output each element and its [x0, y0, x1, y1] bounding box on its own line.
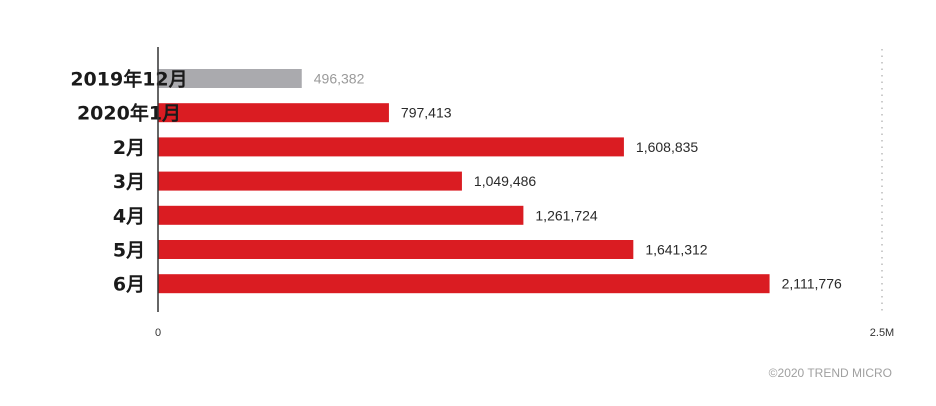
bar-0 — [158, 69, 302, 88]
value-label: 2,111,776 — [782, 276, 842, 292]
category-label: 3月 — [113, 171, 145, 193]
bar-6 — [158, 274, 770, 294]
value-label: 1,608,835 — [636, 139, 698, 155]
category-label: 6月 — [113, 274, 145, 296]
category-label: 2020年1月 — [77, 102, 181, 125]
copyright-text: ©2020 TREND MICRO — [769, 366, 892, 380]
category-label: 2019年12月 — [70, 68, 187, 91]
value-label: 1,049,486 — [474, 173, 536, 189]
x-tick-label: 2.5M — [870, 327, 894, 339]
bar-2 — [158, 137, 624, 157]
category-label: 4月 — [113, 205, 145, 227]
bar-3 — [158, 171, 462, 191]
value-label: 1,261,724 — [535, 207, 597, 223]
bar-5 — [158, 240, 634, 259]
bar-1 — [158, 103, 389, 123]
bar-4 — [158, 205, 524, 225]
bars-group — [158, 69, 770, 294]
x-tick-labels: 0 2.5M — [155, 327, 894, 339]
value-label: 797,413 — [401, 105, 452, 121]
value-label: 1,641,312 — [645, 242, 707, 258]
value-labels: 496,382 797,413 1,608,835 1,049,486 1,261,72… — [314, 71, 842, 292]
x-tick-label: 0 — [155, 327, 161, 339]
value-label: 496,382 — [314, 71, 365, 87]
category-label: 5月 — [113, 240, 145, 262]
category-label: 2月 — [113, 137, 145, 159]
